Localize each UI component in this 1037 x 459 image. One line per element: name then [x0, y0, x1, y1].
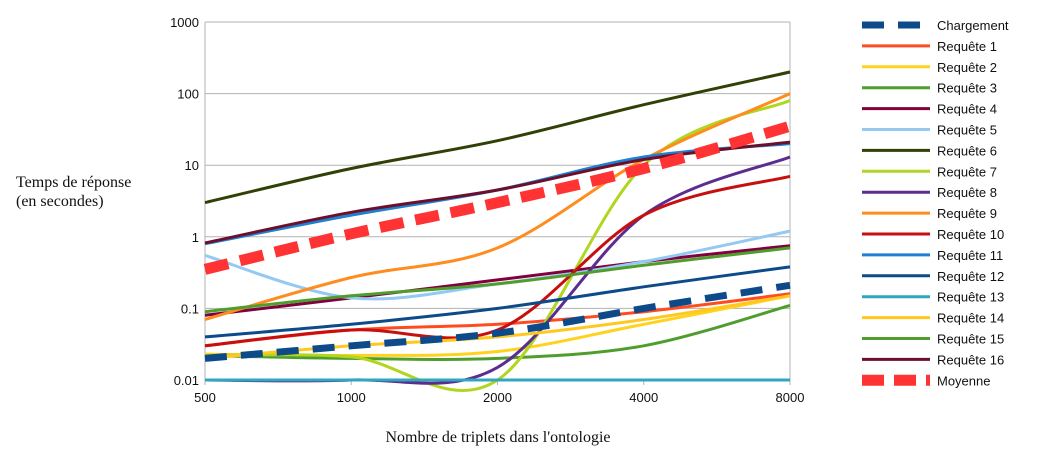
x-tick-label: 1000 — [337, 390, 366, 405]
y-tick-label: 0.1 — [181, 301, 199, 316]
x-tick-label: 500 — [194, 390, 216, 405]
y-tick-label: 100 — [177, 87, 199, 102]
legend-label-requete-3: Requête 3 — [937, 81, 997, 96]
legend-label-requete-14: Requête 14 — [937, 311, 1004, 326]
x-tick-label: 2000 — [483, 390, 512, 405]
legend-label-moyenne: Moyenne — [937, 373, 990, 388]
legend-label-requete-5: Requête 5 — [937, 123, 997, 138]
x-tick-label: 8000 — [776, 390, 805, 405]
legend-label-requete-15: Requête 15 — [937, 332, 1004, 347]
legend-label-requete-1: Requête 1 — [937, 39, 997, 54]
series-line-requete-12 — [204, 265, 791, 339]
legend-label-chargement: Chargement — [937, 18, 1009, 33]
series-line-requete-7 — [204, 99, 791, 392]
legend-label-requete-12: Requête 12 — [937, 269, 1004, 284]
legend-label-requete-6: Requête 6 — [937, 143, 997, 158]
y-axis-title-line1: Temps de réponse — [16, 174, 131, 191]
tick-labels: 0.01 0.1 1 10 100 1000 500 1000 2000 4000 8000 — [170, 15, 804, 405]
legend-label-requete-9: Requête 9 — [937, 206, 997, 221]
legend-label-requete-11: Requête 11 — [937, 248, 1003, 263]
legend-label-requete-8: Requête 8 — [937, 185, 997, 200]
series-line-requete-5 — [204, 229, 791, 301]
legend-label-requete-16: Requête 16 — [937, 352, 1004, 367]
series-line-moyenne — [203, 120, 792, 275]
x-tick-label: 4000 — [629, 390, 658, 405]
series-line-requete-15 — [204, 246, 791, 314]
series-line-chargement — [204, 281, 791, 362]
y-tick-label: 1 — [192, 230, 199, 245]
legend-label-requete-13: Requête 13 — [937, 290, 1004, 305]
series-line-requete-4 — [204, 244, 791, 317]
y-tick-label: 1000 — [170, 15, 199, 30]
y-tick-label: 10 — [185, 158, 199, 173]
legend-label-requete-2: Requête 2 — [937, 60, 997, 75]
y-tick-label: 0.01 — [174, 373, 199, 388]
legend-label-requete-7: Requête 7 — [937, 164, 997, 179]
legend-label-requete-10: Requête 10 — [937, 227, 1004, 242]
series-line-requete-14 — [204, 294, 791, 360]
x-axis-title: Nombre de triplets dans l'ontologie — [385, 429, 610, 446]
series-lines — [203, 70, 792, 392]
series-line-requete-3 — [204, 303, 791, 361]
series-line-requete-9 — [204, 92, 791, 321]
legend: Chargement Requête 1 Requête 2 Requête 3 Req… — [862, 18, 1009, 388]
legend-label-requete-4: Requête 4 — [937, 102, 997, 117]
series-line-requete-16 — [204, 140, 791, 245]
series-line-requete-6 — [204, 70, 791, 205]
y-axis-title-line2: (en secondes) — [16, 193, 104, 210]
